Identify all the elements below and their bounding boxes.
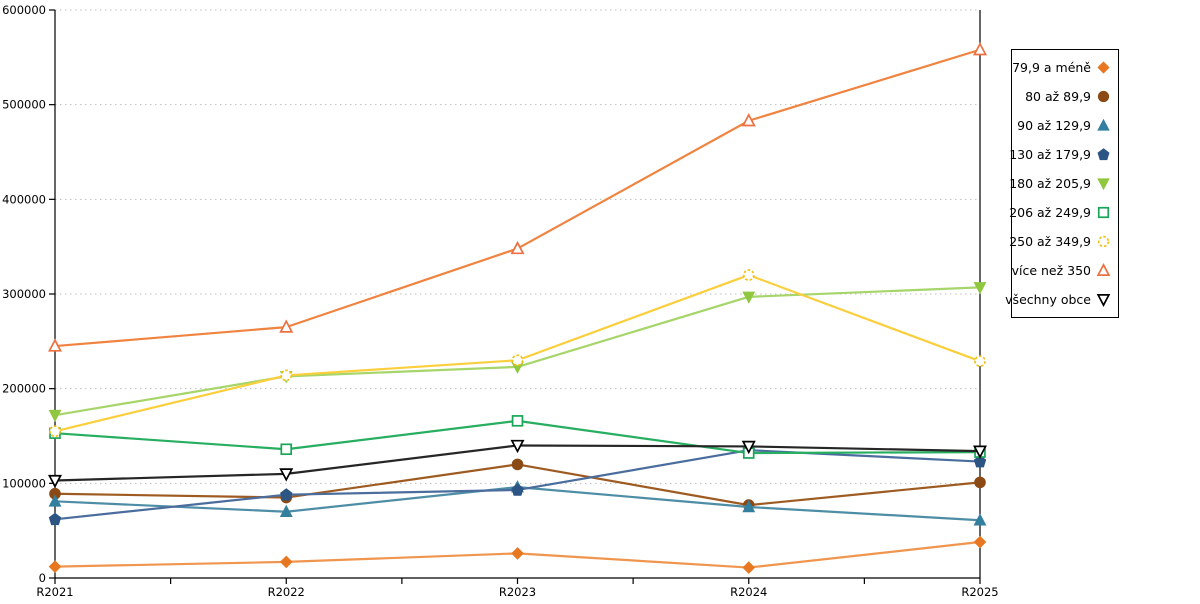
pentagon-marker-icon — [973, 455, 987, 468]
triangle-up-icon — [1097, 118, 1110, 131]
triangle-up-marker-icon — [742, 500, 756, 513]
square-icon — [1097, 206, 1110, 219]
triangle-up-marker-icon — [279, 319, 294, 333]
circle-dashed-marker-icon — [280, 369, 293, 382]
pentagon-icon — [1097, 148, 1110, 161]
triangle-down-marker-icon — [279, 468, 294, 482]
square-marker-icon — [511, 415, 524, 427]
series-1-line — [48, 535, 987, 574]
pentagon-marker-icon — [280, 488, 293, 501]
legend-item-label: 206 až 249,9 — [1009, 205, 1091, 220]
circle-dashed-marker-icon — [742, 269, 755, 281]
y-tick-label: 500000 — [2, 98, 46, 112]
square-marker-icon — [280, 443, 293, 456]
x-tick-label: R2023 — [499, 585, 536, 599]
legend-item-1: 79,9 a méně — [1012, 53, 1118, 82]
legend-item-9: všechny obce — [1005, 285, 1118, 314]
triangle-down-icon — [1096, 294, 1111, 307]
series-7-line — [49, 269, 986, 438]
series-9-line — [47, 439, 988, 489]
legend-item-label: 79,9 a méně — [1012, 60, 1091, 75]
triangle-up-marker-icon — [47, 338, 63, 352]
triangle-down-marker-icon — [972, 445, 988, 459]
series-8-line — [47, 42, 988, 352]
legend-item-label: více než 350 — [1011, 263, 1091, 278]
triangle-down-marker-icon — [47, 474, 63, 489]
legend-item-5: 180 až 205,9 — [1009, 169, 1118, 198]
triangle-down-marker-icon — [741, 440, 756, 455]
triangle-up-marker-icon — [279, 504, 293, 517]
circle-dashed-marker-icon — [49, 425, 61, 438]
diamond-marker-icon — [279, 555, 293, 569]
x-tick-label: R2024 — [730, 585, 767, 599]
triangle-down-marker-icon — [48, 409, 62, 423]
legend-item-label: 180 až 205,9 — [1009, 176, 1091, 191]
triangle-down-icon — [1097, 178, 1110, 191]
y-tick-label: 600000 — [2, 3, 46, 17]
circle-dashed-marker-icon — [974, 355, 986, 368]
pentagon-marker-icon — [48, 512, 62, 526]
triangle-up-marker-icon — [510, 240, 525, 255]
legend-item-6: 206 až 249,9 — [1009, 198, 1118, 227]
diamond-icon — [1097, 61, 1110, 74]
triangle-up-icon — [1096, 263, 1111, 276]
x-tick-label: R2025 — [961, 585, 998, 599]
triangle-up-marker-icon — [973, 513, 987, 526]
triangle-down-marker-icon — [510, 439, 525, 454]
triangle-down-marker-icon — [973, 282, 987, 295]
x-tick-label: R2022 — [268, 585, 305, 599]
legend-item-2: 80 až 89,9 — [1012, 82, 1118, 111]
triangle-up-marker-icon — [741, 113, 756, 127]
y-tick-label: 400000 — [2, 192, 46, 206]
circle-icon — [1097, 90, 1110, 103]
legend-item-label: 90 až 129,9 — [1017, 118, 1091, 133]
y-axis-labels: 0 100000 200000 300000 400000 500000 600000 — [2, 3, 55, 585]
series-4-line — [48, 443, 987, 526]
legend-item-7: 250 až 349,9 — [1009, 227, 1118, 256]
triangle-up-marker-icon — [48, 494, 62, 507]
diamond-marker-icon — [48, 560, 62, 573]
y-tick-label: 100000 — [2, 476, 46, 490]
legend: 79,9 a méně 80 až 89,9 90 až 129,9 130 až 1… — [1005, 49, 1119, 318]
diamond-marker-icon — [742, 561, 756, 574]
y-tick-label: 300000 — [2, 287, 46, 301]
triangle-up-marker-icon — [972, 42, 988, 56]
legend-item-3: 90 až 129,9 — [1012, 111, 1118, 140]
diamond-marker-icon — [973, 535, 987, 549]
legend-item-8: více než 350 — [1012, 256, 1118, 285]
legend-item-label: všechny obce — [1005, 292, 1091, 307]
series-5-line — [48, 282, 987, 423]
pentagon-marker-icon — [511, 483, 524, 496]
circle-marker-icon — [511, 458, 524, 471]
y-tick-label: 200000 — [2, 382, 46, 396]
legend-item-label: 130 až 179,9 — [1009, 147, 1091, 162]
legend-item-label: 250 až 349,9 — [1009, 234, 1091, 249]
legend-item-4: 130 až 179,9 — [1009, 140, 1118, 169]
circle-marker-icon — [974, 476, 986, 489]
y-tick-label: 0 — [39, 571, 46, 585]
triangle-down-marker-icon — [742, 291, 756, 304]
diamond-marker-icon — [511, 547, 524, 560]
legend-item-label: 80 až 89,9 — [1025, 89, 1091, 104]
x-tick-label: R2021 — [36, 585, 73, 599]
circle-dashed-icon — [1097, 235, 1110, 248]
x-axis-labels: R2021 R2022 R2023 R2024 R2025 — [36, 578, 999, 599]
circle-dashed-marker-icon — [511, 354, 524, 367]
